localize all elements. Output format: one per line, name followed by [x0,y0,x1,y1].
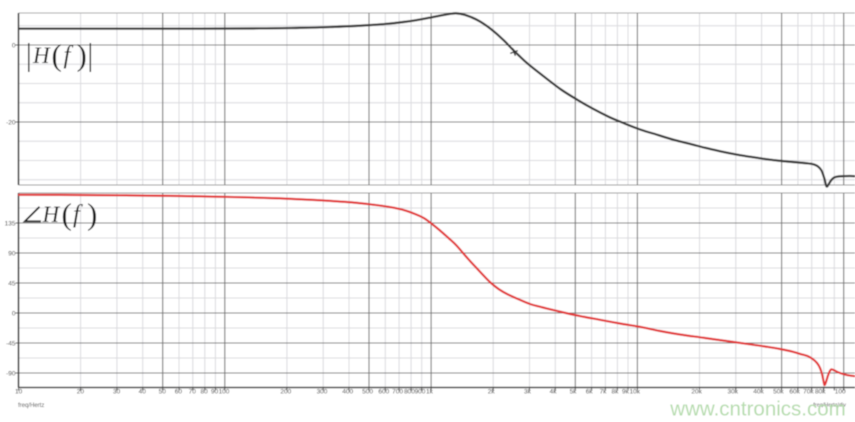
svg-text:): ) [77,38,87,73]
svg-text:80: 80 [200,389,208,396]
svg-text:40k: 40k [753,389,764,396]
svg-text:2k: 2k [488,389,496,396]
svg-text:-20: -20 [6,119,16,126]
svg-text:100: 100 [835,389,846,396]
svg-text:1k: 1k [426,389,434,396]
svg-text:8k: 8k [611,389,619,396]
svg-text:60k: 60k [789,389,800,396]
svg-text:900: 900 [415,389,426,396]
svg-text:800: 800 [404,389,415,396]
svg-text:10k: 10k [630,389,641,396]
svg-text:300: 300 [317,389,328,396]
svg-text:-45: -45 [6,340,16,347]
svg-text:30: 30 [113,389,121,396]
svg-text:): ) [87,197,97,232]
svg-text:freq/Hertz/div: freq/Hertz/div [813,403,846,409]
svg-text:(: ( [52,38,62,73]
svg-text:100: 100 [219,389,230,396]
svg-text:400: 400 [342,389,353,396]
svg-text:www.cntronics.com: www.cntronics.com [669,398,845,421]
svg-text:5k: 5k [570,389,578,396]
svg-text:20k: 20k [691,389,702,396]
svg-text:3k: 3k [524,389,532,396]
svg-text:f: f [64,42,74,69]
svg-text:H: H [42,202,61,227]
svg-text:-90: -90 [6,370,16,377]
svg-text:f: f [73,201,83,228]
svg-text:700: 700 [392,389,403,396]
svg-text:30k: 30k [728,389,739,396]
svg-text:H: H [32,43,51,68]
svg-text:45: 45 [8,280,16,287]
svg-text:9k: 9k [622,389,630,396]
svg-text:40: 40 [139,389,147,396]
svg-text:0: 0 [12,310,16,317]
svg-text:7k: 7k [600,389,608,396]
svg-text:600: 600 [378,389,389,396]
svg-text:80k: 80k [815,389,826,396]
svg-text:20: 20 [77,389,85,396]
svg-text:6k: 6k [586,389,594,396]
svg-text:90: 90 [8,250,16,257]
svg-text:60: 60 [175,389,183,396]
svg-text:500: 500 [362,389,373,396]
svg-text:200: 200 [280,389,291,396]
svg-text:(: ( [62,197,72,232]
svg-text:90: 90 [211,389,219,396]
svg-text:50k: 50k [773,389,784,396]
svg-text:135: 135 [5,220,16,227]
svg-text:50: 50 [159,389,167,396]
svg-text:70: 70 [189,389,197,396]
svg-text:4k: 4k [550,389,558,396]
svg-text:0: 0 [12,42,16,49]
svg-text:freq/Hertz: freq/Hertz [18,403,44,409]
svg-text:10: 10 [15,389,23,396]
svg-text:70k: 70k [803,389,814,396]
